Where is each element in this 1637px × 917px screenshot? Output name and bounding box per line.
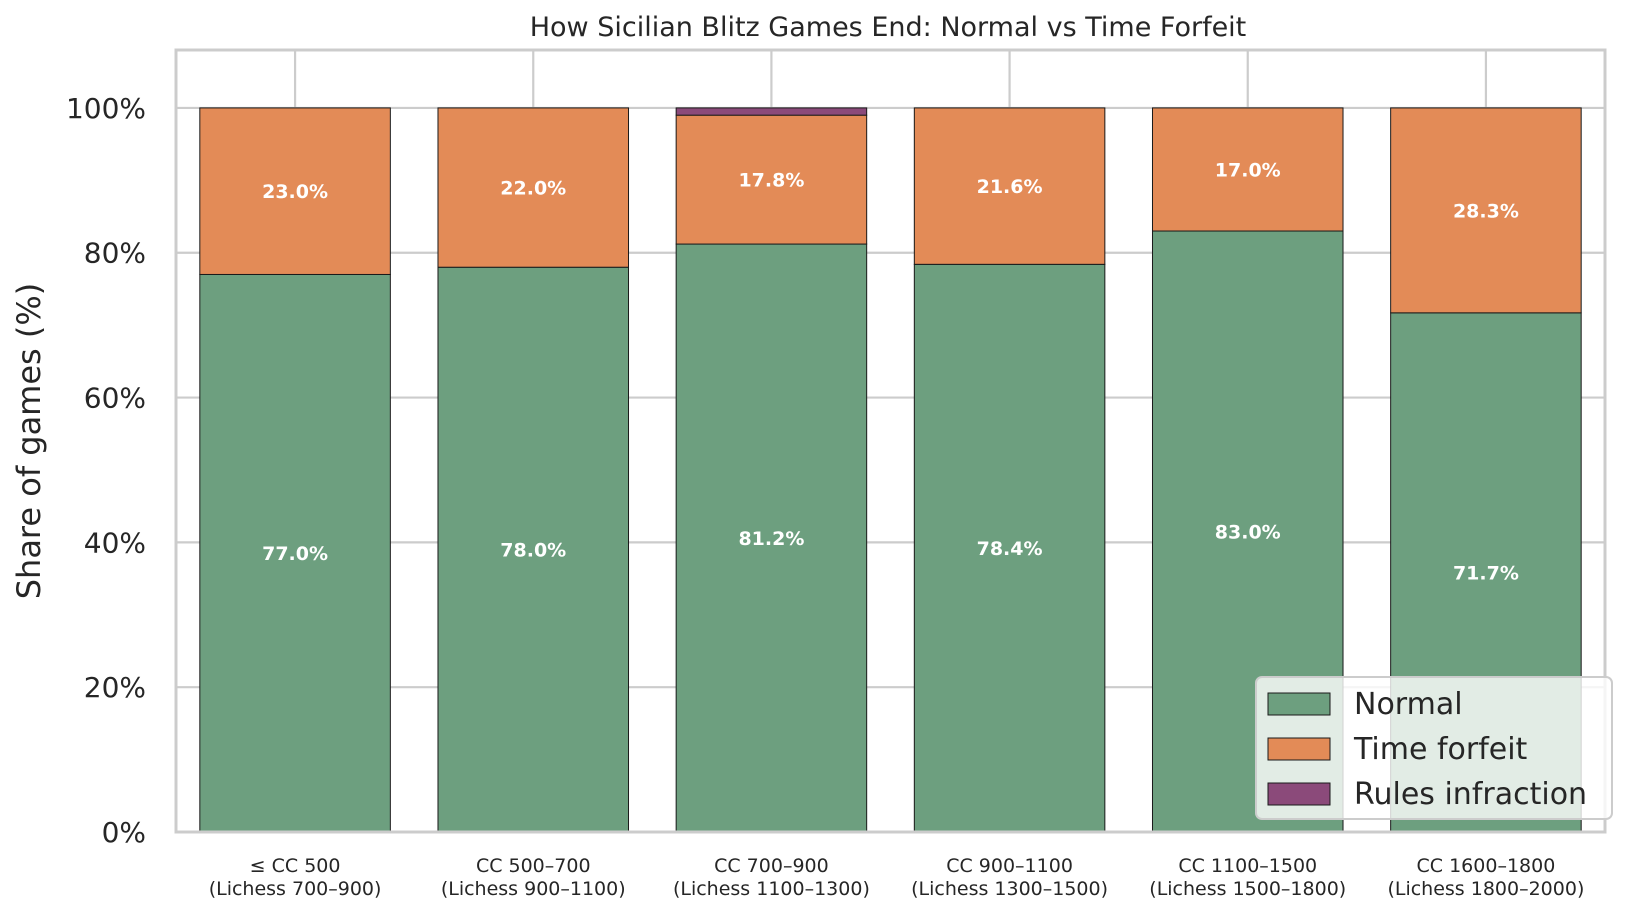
x-tick-label: (Lichess 700–900) [209, 878, 382, 900]
legend-box [1255, 676, 1613, 820]
plot-area: 77.0% 23.0% 78.0% 22.0% 81.2% 17.8% 78.4% 21.6%… [66, 48, 1607, 900]
bar-segment-normal [675, 243, 868, 833]
bar-value-label: 71.7% [1453, 562, 1519, 584]
bar-value-label: 81.2% [738, 528, 804, 550]
legend-swatch [1267, 692, 1331, 716]
bar-value-label: 77.0% [262, 543, 328, 565]
bar-segment-rules-infraction [675, 107, 868, 116]
axes-frame [174, 48, 1607, 834]
y-tick-label: 80% [84, 237, 146, 270]
x-tick-label: (Lichess 1100–1300) [673, 878, 870, 900]
bar-value-label: 21.6% [977, 176, 1043, 198]
bar-segment-time-forfeit [913, 107, 1106, 265]
bar-segment-normal [913, 263, 1106, 833]
bar-value-label: 23.0% [262, 181, 328, 203]
bar-value-label: 28.3% [1453, 200, 1519, 222]
legend-swatch [1267, 782, 1331, 806]
legend-entry-label: Time forfeit [1353, 732, 1528, 767]
bar-segment-time-forfeit [199, 107, 391, 275]
legend-entry-label: Rules infraction [1354, 777, 1587, 812]
legend: Normal Time forfeit Rules infraction [1255, 676, 1613, 820]
bar-value-label: 78.0% [500, 540, 566, 562]
chart-title: How Sicilian Blitz Games End: Normal vs … [530, 12, 1247, 43]
x-tick-label: CC 500–700 [476, 855, 591, 877]
bar-segment-normal [437, 266, 630, 833]
bar-segment-time-forfeit [675, 114, 868, 245]
x-tick-label: (Lichess 1800–2000) [1387, 878, 1584, 900]
x-tick-label: CC 1100–1500 [1178, 855, 1317, 877]
legend-swatch [1267, 737, 1331, 761]
x-tick-label: CC 700–900 [714, 855, 829, 877]
bar-value-label: 17.8% [738, 170, 804, 192]
legend-entry-label: Normal [1354, 687, 1463, 722]
y-tick-label: 20% [84, 671, 146, 704]
y-tick-label: 40% [84, 526, 146, 559]
bar-value-label: 22.0% [500, 178, 566, 200]
x-tick-label: CC 1600–1800 [1417, 855, 1556, 877]
x-tick-label: CC 900–1100 [946, 855, 1073, 877]
x-tick-label: (Lichess 1500–1800) [1149, 878, 1346, 900]
bar-segment-time-forfeit [437, 107, 630, 268]
x-tick-label: ≤ CC 500 [250, 855, 341, 877]
x-tick-label: (Lichess 900–1100) [441, 878, 626, 900]
bar-segment-normal [1151, 230, 1344, 833]
x-tick-label: (Lichess 1300–1500) [911, 878, 1108, 900]
y-tick-label: 0% [102, 816, 146, 849]
bar-segment-normal [199, 273, 391, 833]
y-tick-label: 60% [84, 382, 146, 415]
bar-value-label: 17.0% [1215, 159, 1281, 181]
y-tick-label: 100% [66, 92, 146, 125]
bar-segment-time-forfeit [1390, 107, 1582, 314]
bar-value-label: 78.4% [977, 538, 1043, 560]
bar-value-label: 83.0% [1215, 522, 1281, 544]
y-axis-label: Share of games (%) [10, 283, 48, 600]
bar-segment-time-forfeit [1151, 107, 1344, 232]
